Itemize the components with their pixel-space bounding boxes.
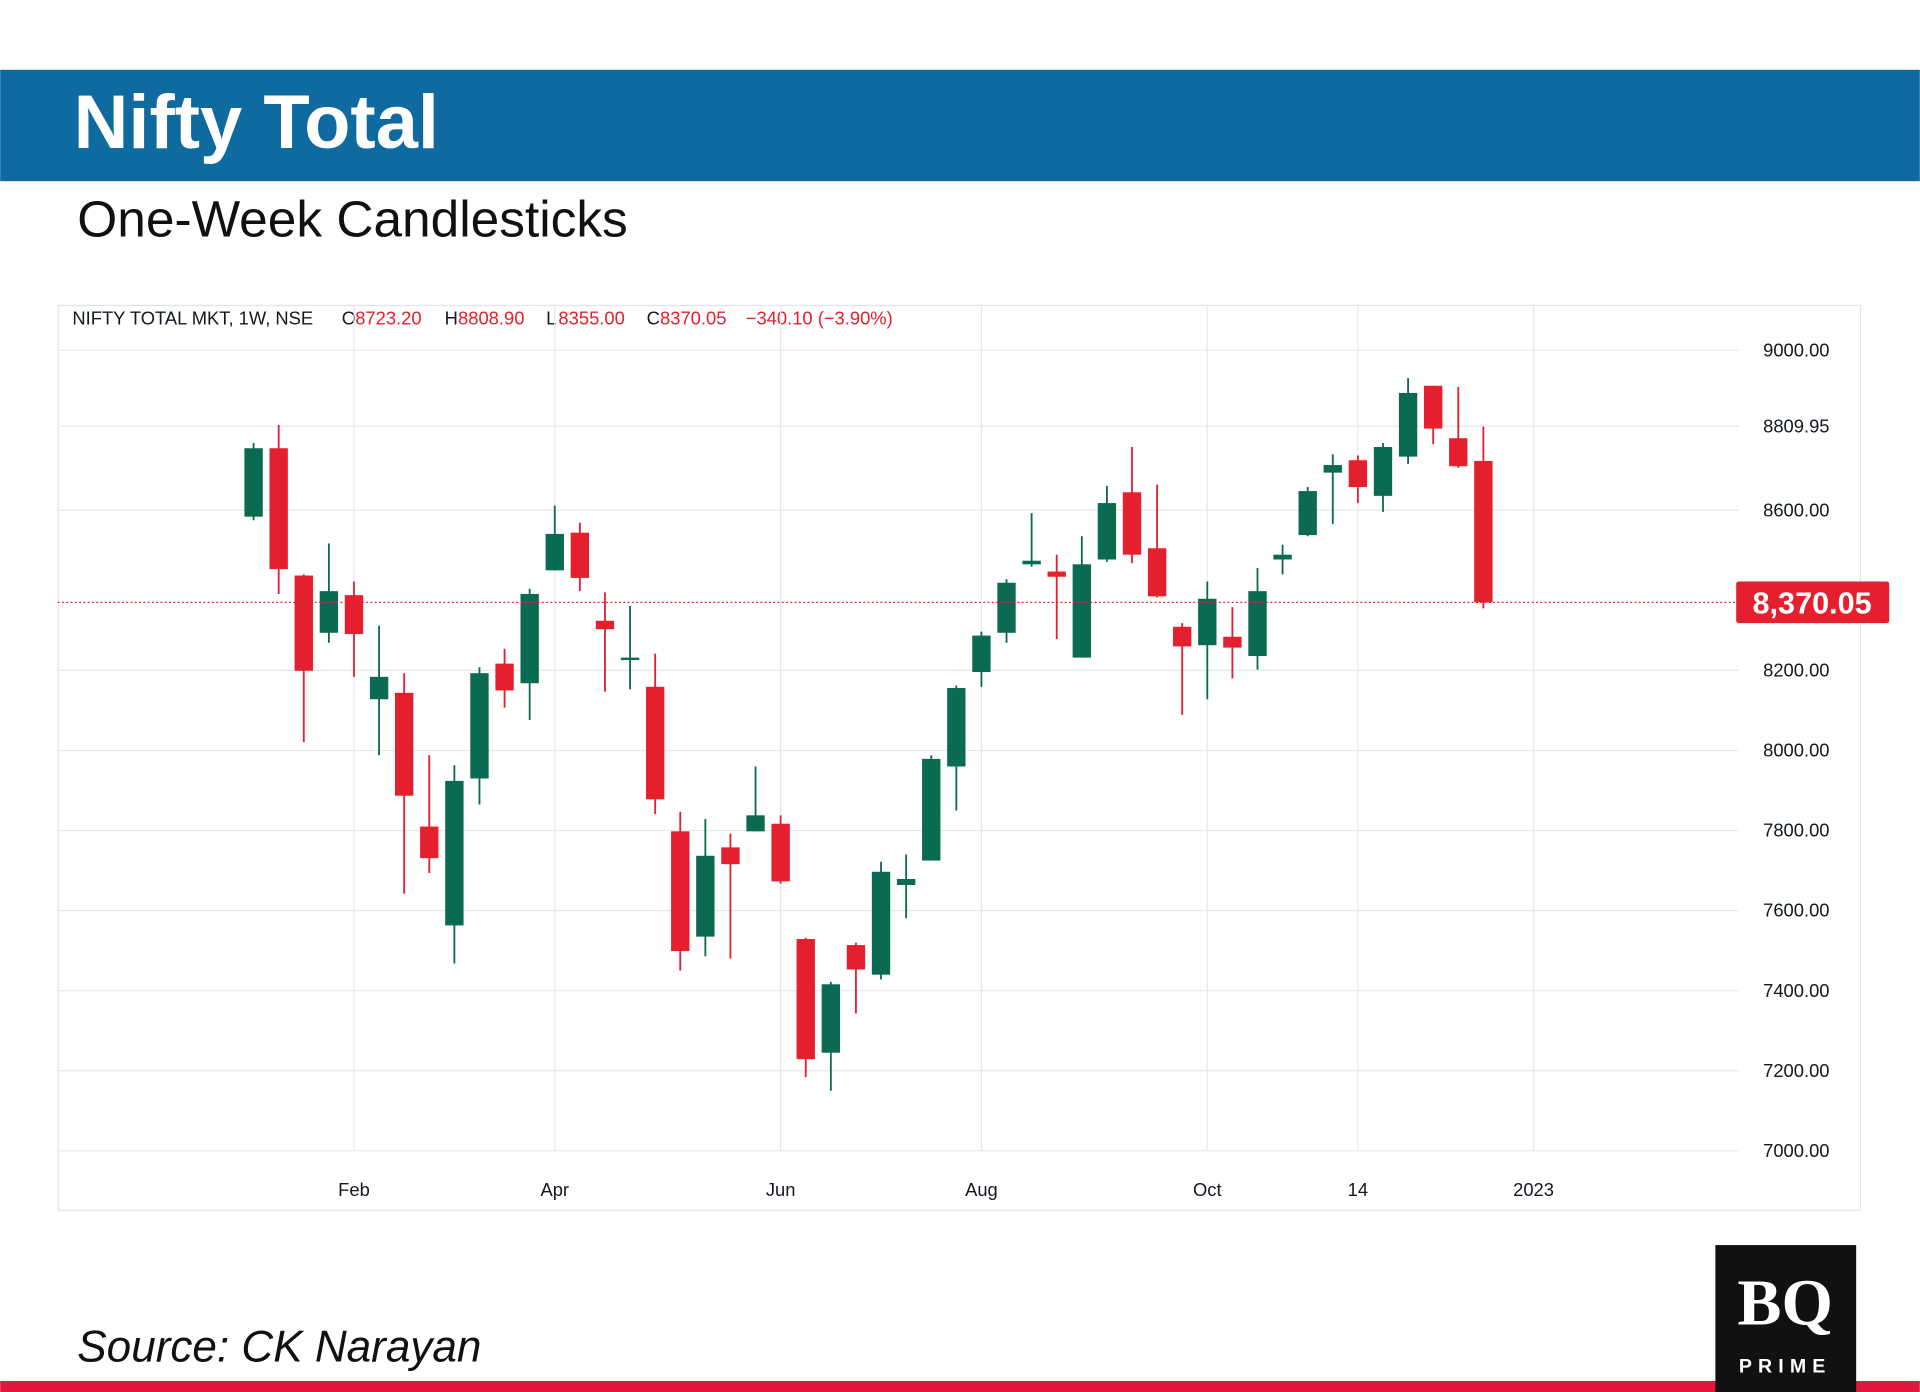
last-price-box	[1736, 581, 1890, 624]
logo-subtext: PRIME	[1739, 1355, 1832, 1377]
source: Source: CK Narayan	[77, 1322, 481, 1371]
candle-body	[470, 673, 489, 779]
candle-body	[1248, 591, 1267, 657]
y-tick-label: 8600.00	[1763, 499, 1829, 520]
last-price-label: 8,370.05	[1753, 586, 1872, 620]
y-tick-label: 8200.00	[1763, 660, 1829, 681]
candle-body	[1022, 560, 1041, 565]
y-tick-label: 7800.00	[1763, 820, 1829, 841]
candle-body	[495, 663, 514, 691]
candle-body	[1122, 492, 1142, 555]
y-tick-label: 7600.00	[1763, 900, 1829, 921]
candle-body	[746, 815, 765, 832]
y-tick-label: 8809.95	[1763, 415, 1829, 436]
candle-body	[244, 448, 263, 517]
candle-body	[445, 780, 464, 926]
candle-body	[545, 533, 564, 571]
candle-body	[520, 593, 539, 684]
legend-label: L	[546, 307, 556, 328]
footer-line	[0, 1380, 1920, 1392]
candle-body	[771, 823, 790, 882]
legend: NIFTY TOTAL MKT, 1W, NSE O 8723.20 H 880…	[72, 307, 892, 328]
candle-body	[671, 831, 690, 952]
candle-body	[947, 688, 966, 767]
candle-body	[319, 591, 339, 633]
candle-body	[1298, 491, 1317, 536]
y-tick-label: 7000.00	[1763, 1140, 1829, 1161]
x-tick-label: Jun	[766, 1179, 796, 1200]
x-tick-label: Aug	[965, 1179, 998, 1200]
legend-value: 8723.20	[355, 307, 421, 328]
candle-body	[1273, 554, 1292, 560]
candle-body	[1072, 564, 1091, 658]
x-tick-label: 14	[1348, 1179, 1368, 1200]
legend-value: 8355.00	[558, 307, 624, 328]
candle-body	[1223, 636, 1242, 648]
logo-text: BQ	[1737, 1267, 1833, 1340]
candle-body	[696, 855, 715, 937]
candle-body	[620, 657, 640, 661]
candle-body	[1198, 598, 1217, 646]
y-tick-label: 7400.00	[1763, 980, 1829, 1001]
x-tick-label: Oct	[1193, 1179, 1222, 1200]
candle-body	[344, 595, 364, 634]
title-band	[0, 69, 1920, 182]
candle-body	[1373, 447, 1393, 496]
candle-body	[1348, 460, 1368, 488]
candle-body	[1424, 385, 1443, 429]
candle-body	[369, 676, 389, 700]
legend-change: −340.10 (−3.90%)	[746, 307, 893, 328]
candle-body	[1173, 626, 1192, 647]
legend-label: O	[342, 307, 356, 328]
y-tick-label: 7200.00	[1763, 1060, 1829, 1081]
candle-body	[269, 448, 288, 570]
legend-value: 8370.05	[660, 307, 726, 328]
legend-label: C	[647, 307, 660, 328]
x-tick-label: Apr	[540, 1179, 569, 1200]
candle-body	[394, 692, 414, 796]
candle-body	[1474, 460, 1493, 603]
candle-body	[1097, 503, 1117, 560]
candle-body	[645, 686, 665, 800]
x-tick-label: Feb	[338, 1179, 370, 1200]
legend-symbol: NIFTY TOTAL MKT, 1W, NSE	[72, 307, 313, 328]
logo	[1715, 1245, 1857, 1392]
chart-frame	[57, 304, 1862, 1211]
candle-body	[721, 847, 740, 865]
candle-body	[595, 620, 615, 630]
plot: 7000.00 7200.00 7400.00 7600.00 7800.00 8000.…	[57, 306, 1890, 1200]
candle-body	[1047, 571, 1066, 577]
candle-body	[294, 575, 313, 671]
chart-title: Nifty Total	[74, 80, 439, 165]
candle-body	[821, 984, 841, 1053]
candle-body	[1398, 392, 1418, 457]
y-tick-label: 8000.00	[1763, 740, 1829, 761]
legend-label: H	[445, 307, 458, 328]
candle-body	[420, 826, 439, 859]
candle-body	[570, 532, 590, 578]
candle-body	[922, 758, 941, 861]
x-tick-label: 2023	[1513, 1179, 1554, 1200]
y-tick-label: 9000.00	[1763, 339, 1829, 360]
candle-body	[871, 871, 891, 975]
candle-body	[796, 939, 815, 1060]
candle-body	[972, 635, 991, 673]
candle-body	[896, 878, 916, 885]
legend-value: 8808.90	[458, 307, 524, 328]
candle-body	[846, 945, 866, 970]
candle-body	[1147, 548, 1167, 597]
candle-body	[1449, 438, 1468, 467]
candle-body	[997, 582, 1016, 633]
candle-body	[1323, 465, 1342, 473]
chart-subtitle: One-Week Candlesticks	[77, 189, 627, 247]
